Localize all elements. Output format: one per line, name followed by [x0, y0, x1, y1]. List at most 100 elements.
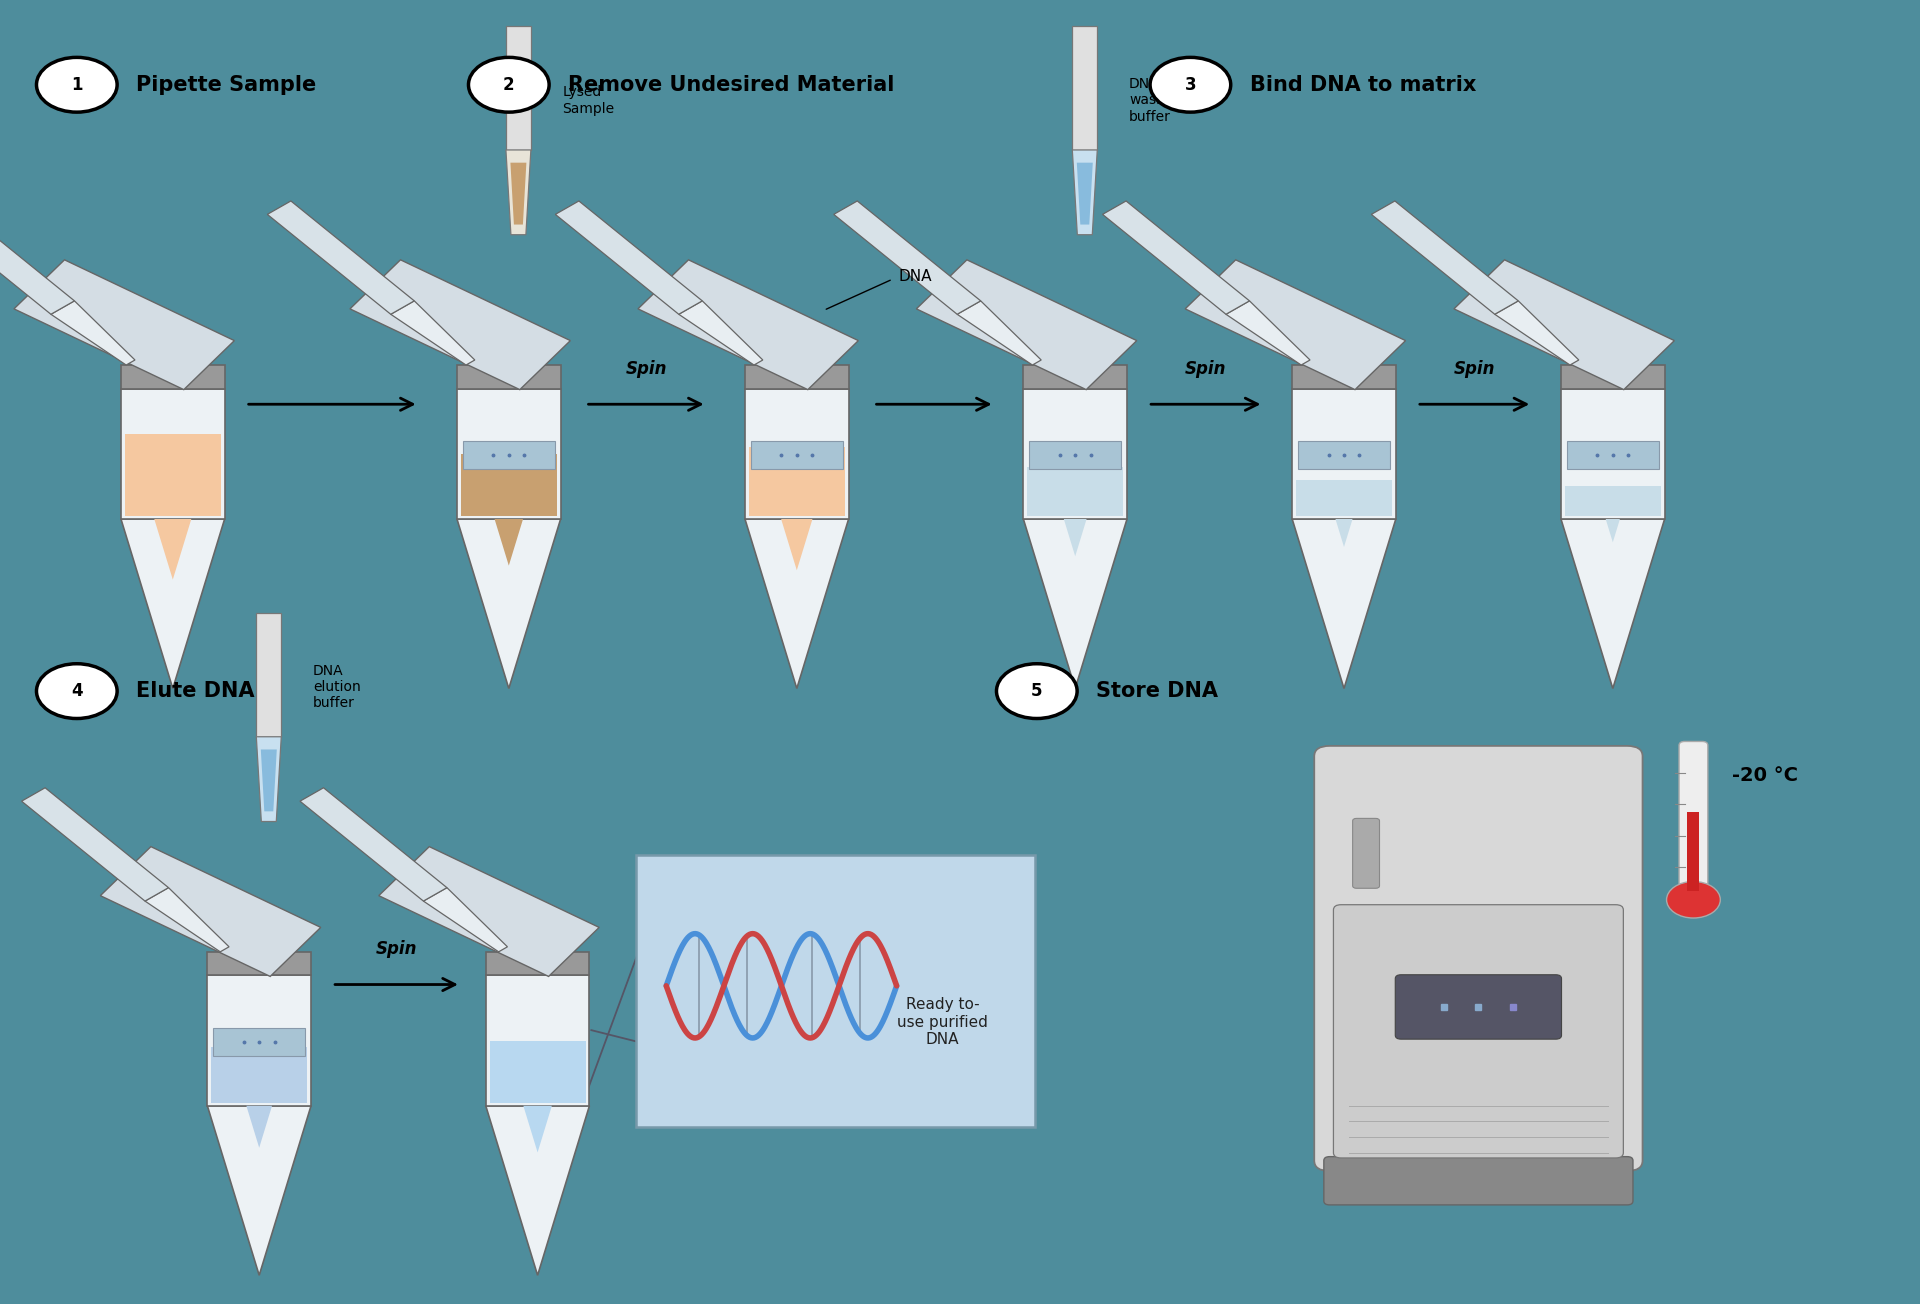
Polygon shape: [246, 1106, 273, 1148]
Polygon shape: [1292, 519, 1396, 689]
FancyBboxPatch shape: [211, 1047, 307, 1103]
FancyBboxPatch shape: [461, 454, 557, 516]
FancyBboxPatch shape: [1292, 365, 1396, 389]
Polygon shape: [1185, 259, 1405, 390]
FancyBboxPatch shape: [121, 365, 225, 389]
Polygon shape: [261, 750, 276, 811]
FancyBboxPatch shape: [1325, 1157, 1632, 1205]
FancyBboxPatch shape: [1296, 480, 1392, 516]
Polygon shape: [958, 301, 1041, 365]
Polygon shape: [1064, 519, 1087, 557]
FancyBboxPatch shape: [1073, 26, 1098, 150]
FancyBboxPatch shape: [745, 389, 849, 519]
FancyBboxPatch shape: [1313, 746, 1642, 1171]
Polygon shape: [495, 519, 522, 566]
Text: 1: 1: [71, 76, 83, 94]
Polygon shape: [1102, 201, 1250, 314]
Circle shape: [996, 664, 1077, 719]
Polygon shape: [1227, 301, 1309, 365]
Text: 4: 4: [71, 682, 83, 700]
Polygon shape: [424, 888, 507, 952]
Polygon shape: [13, 259, 234, 390]
FancyBboxPatch shape: [1023, 389, 1127, 519]
Polygon shape: [1371, 201, 1519, 314]
FancyBboxPatch shape: [1561, 365, 1665, 389]
FancyBboxPatch shape: [1023, 365, 1127, 389]
Polygon shape: [486, 1106, 589, 1275]
FancyBboxPatch shape: [1332, 905, 1624, 1158]
Text: Elute DNA: Elute DNA: [136, 681, 255, 702]
Polygon shape: [154, 519, 192, 579]
FancyBboxPatch shape: [207, 952, 311, 975]
FancyBboxPatch shape: [1292, 389, 1396, 519]
FancyBboxPatch shape: [1396, 975, 1561, 1039]
Text: Lysed
Sample: Lysed Sample: [563, 85, 614, 116]
FancyBboxPatch shape: [1678, 742, 1709, 893]
FancyBboxPatch shape: [1298, 441, 1390, 469]
Text: Spin: Spin: [626, 360, 666, 378]
FancyBboxPatch shape: [457, 365, 561, 389]
Polygon shape: [121, 519, 225, 689]
Polygon shape: [916, 259, 1137, 390]
Polygon shape: [1023, 519, 1127, 689]
Polygon shape: [100, 846, 321, 977]
Text: DNA
elution
buffer: DNA elution buffer: [313, 664, 361, 711]
Polygon shape: [267, 201, 415, 314]
Text: -20 °C: -20 °C: [1732, 767, 1797, 785]
Circle shape: [36, 57, 117, 112]
Polygon shape: [457, 519, 561, 689]
Polygon shape: [555, 201, 703, 314]
Polygon shape: [1605, 519, 1620, 542]
FancyBboxPatch shape: [457, 389, 561, 519]
Polygon shape: [52, 301, 134, 365]
Polygon shape: [1496, 301, 1578, 365]
FancyBboxPatch shape: [463, 441, 555, 469]
Text: Ready to-
use purified
DNA: Ready to- use purified DNA: [897, 998, 989, 1047]
Polygon shape: [0, 201, 75, 314]
Text: Store DNA: Store DNA: [1096, 681, 1219, 702]
FancyBboxPatch shape: [1561, 389, 1665, 519]
FancyBboxPatch shape: [207, 975, 311, 1106]
Polygon shape: [745, 519, 849, 689]
Polygon shape: [507, 150, 530, 235]
Circle shape: [1667, 882, 1720, 918]
Circle shape: [1150, 57, 1231, 112]
FancyBboxPatch shape: [490, 1041, 586, 1103]
FancyBboxPatch shape: [751, 441, 843, 469]
Text: Bind DNA to matrix: Bind DNA to matrix: [1250, 74, 1476, 95]
Polygon shape: [680, 301, 762, 365]
FancyBboxPatch shape: [1027, 467, 1123, 516]
Polygon shape: [1336, 519, 1352, 546]
FancyBboxPatch shape: [213, 1028, 305, 1056]
FancyBboxPatch shape: [257, 613, 282, 737]
Polygon shape: [1073, 150, 1098, 235]
FancyBboxPatch shape: [749, 447, 845, 516]
Polygon shape: [146, 888, 228, 952]
Text: Spin: Spin: [1185, 360, 1227, 378]
FancyBboxPatch shape: [486, 975, 589, 1106]
FancyBboxPatch shape: [1029, 441, 1121, 469]
Circle shape: [468, 57, 549, 112]
Polygon shape: [637, 259, 858, 390]
Polygon shape: [833, 201, 981, 314]
FancyBboxPatch shape: [636, 855, 1035, 1127]
Text: Spin: Spin: [1453, 360, 1496, 378]
Polygon shape: [21, 788, 169, 901]
Polygon shape: [1561, 519, 1665, 689]
FancyBboxPatch shape: [1688, 811, 1699, 891]
Polygon shape: [511, 163, 526, 224]
Circle shape: [36, 664, 117, 719]
Polygon shape: [1453, 259, 1674, 390]
Polygon shape: [207, 1106, 311, 1275]
FancyBboxPatch shape: [507, 26, 530, 150]
FancyBboxPatch shape: [486, 952, 589, 975]
FancyBboxPatch shape: [1565, 486, 1661, 516]
Polygon shape: [300, 788, 447, 901]
Text: 5: 5: [1031, 682, 1043, 700]
Text: Remove Undesired Material: Remove Undesired Material: [568, 74, 895, 95]
Polygon shape: [1077, 163, 1092, 224]
FancyBboxPatch shape: [125, 434, 221, 516]
Polygon shape: [524, 1106, 551, 1153]
Polygon shape: [378, 846, 599, 977]
Polygon shape: [257, 737, 282, 822]
